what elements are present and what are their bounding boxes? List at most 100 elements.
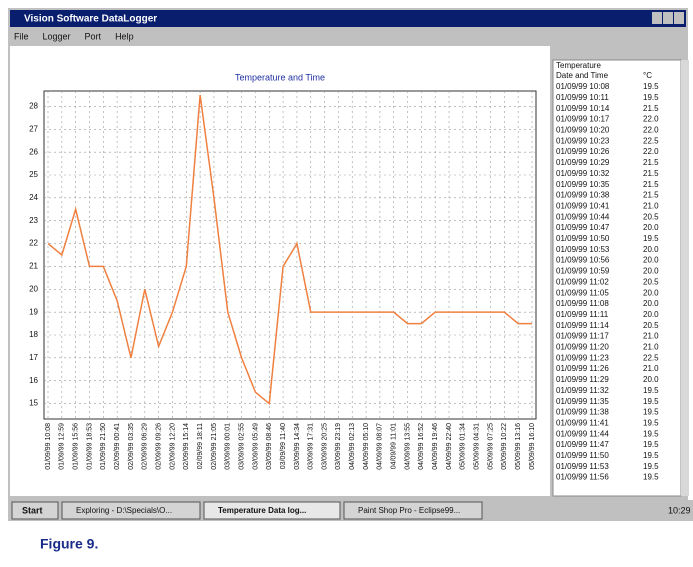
- y-tick-label: 27: [29, 124, 38, 133]
- row-temp: 20.0: [643, 310, 659, 319]
- row-temp: 19.5: [643, 82, 659, 91]
- x-tick-label: 01/09/99 12:59: [59, 423, 66, 470]
- row-time: 01/09/99 11:32: [556, 386, 609, 395]
- y-tick-label: 28: [29, 102, 38, 111]
- table-title: Temperature: [556, 61, 601, 70]
- menu-item[interactable]: Help: [115, 31, 134, 41]
- row-time: 01/09/99 11:20: [556, 343, 609, 352]
- y-tick-label: 21: [29, 262, 38, 271]
- x-tick-label: 04/09/99 02:13: [349, 423, 356, 470]
- row-time: 01/09/99 10:44: [556, 212, 610, 221]
- row-temp: 19.5: [643, 429, 659, 438]
- row-temp: 19.5: [643, 462, 659, 471]
- row-time: 01/09/99 11:56: [556, 473, 609, 482]
- x-tick-label: 04/09/99 19:46: [432, 423, 439, 470]
- start-label: Start: [22, 505, 43, 515]
- x-tick-label: 04/09/99 16:52: [418, 423, 425, 470]
- row-time: 01/09/99 11:35: [556, 397, 609, 406]
- row-time: 01/09/99 10:23: [556, 136, 610, 145]
- scrollbar[interactable]: [681, 60, 689, 496]
- menu-item[interactable]: Port: [85, 31, 102, 41]
- close-button[interactable]: [674, 12, 684, 24]
- x-tick-label: 03/09/99 00:01: [225, 423, 232, 470]
- x-tick-label: 02/09/99 18:11: [197, 423, 204, 469]
- row-temp: 19.5: [643, 397, 659, 406]
- x-tick-label: 05/09/99 16:10: [529, 423, 536, 470]
- row-time: 01/09/99 10:20: [556, 126, 610, 135]
- row-temp: 20.5: [643, 277, 659, 286]
- clock: 10:29: [668, 505, 691, 515]
- y-tick-label: 17: [29, 353, 38, 362]
- row-time: 01/09/99 11:47: [556, 440, 609, 449]
- x-tick-label: 02/09/99 03:35: [128, 423, 135, 470]
- x-tick-label: 01/09/99 15:56: [73, 423, 80, 470]
- y-tick-label: 15: [29, 399, 38, 408]
- row-temp: 19.5: [643, 408, 659, 417]
- row-time: 01/09/99 11:26: [556, 364, 609, 373]
- row-temp: 20.0: [643, 288, 659, 297]
- x-tick-label: 03/09/99 17:31: [308, 423, 315, 470]
- row-temp: 21.0: [643, 364, 659, 373]
- column-header: °C: [643, 71, 652, 80]
- x-tick-label: 01/09/99 21:50: [100, 423, 107, 470]
- x-tick-label: 04/09/99 13:55: [404, 423, 411, 470]
- menu-item[interactable]: Logger: [43, 31, 71, 41]
- row-time: 01/09/99 10:17: [556, 115, 610, 124]
- row-temp: 20.0: [643, 267, 659, 276]
- row-time: 01/09/99 11:14: [556, 321, 609, 330]
- row-time: 01/09/99 11:17: [556, 332, 609, 341]
- row-temp: 20.5: [643, 321, 659, 330]
- y-tick-label: 25: [29, 170, 38, 179]
- maximize-button[interactable]: [663, 12, 673, 24]
- figure-caption: Figure 9.: [40, 536, 98, 552]
- x-tick-label: 05/09/99 13:16: [515, 423, 522, 470]
- row-temp: 20.0: [643, 245, 659, 254]
- row-time: 01/09/99 10:50: [556, 234, 610, 243]
- row-temp: 19.5: [643, 386, 659, 395]
- y-tick-label: 26: [29, 147, 38, 156]
- x-tick-label: 05/09/99 01:34: [460, 423, 467, 470]
- x-tick-label: 02/09/99 15:14: [183, 423, 190, 470]
- window-title: Vision Software DataLogger: [24, 14, 157, 25]
- row-time: 01/09/99 11:29: [556, 375, 609, 384]
- minimize-button[interactable]: [652, 12, 662, 24]
- screen: Vision Software DataLogger File Logger Por…: [0, 0, 693, 567]
- row-time: 01/09/99 11:08: [556, 299, 609, 308]
- menu-item[interactable]: File: [14, 31, 29, 41]
- row-temp: 19.5: [643, 418, 659, 427]
- row-temp: 21.5: [643, 169, 659, 178]
- row-time: 01/09/99 11:02: [556, 277, 609, 286]
- row-time: 01/09/99 10:47: [556, 223, 610, 232]
- x-tick-label: 03/09/99 23:19: [335, 423, 342, 470]
- task-label: Temperature Data log...: [218, 506, 306, 515]
- task-label: Paint Shop Pro - Eclipse99...: [358, 506, 460, 515]
- row-temp: 20.0: [643, 375, 659, 384]
- x-tick-label: 05/09/99 10:22: [501, 423, 508, 470]
- x-tick-label: 01/09/99 18:53: [86, 423, 93, 470]
- row-time: 01/09/99 10:59: [556, 267, 610, 276]
- x-tick-label: 04/09/99 22:40: [446, 423, 453, 470]
- row-time: 01/09/99 10:08: [556, 82, 610, 91]
- x-tick-label: 03/09/99 02:55: [238, 423, 245, 470]
- row-time: 01/09/99 11:44: [556, 429, 609, 438]
- row-temp: 20.0: [643, 256, 659, 265]
- chart-title: Temperature and Time: [235, 72, 325, 82]
- x-tick-label: 03/09/99 14:34: [294, 423, 301, 470]
- x-tick-label: 02/09/99 12:20: [169, 423, 176, 470]
- row-time: 01/09/99 10:29: [556, 158, 610, 167]
- x-tick-label: 04/09/99 05:10: [363, 423, 370, 470]
- row-temp: 19.5: [643, 451, 659, 460]
- y-tick-label: 19: [29, 307, 38, 316]
- row-temp: 22.0: [643, 147, 659, 156]
- row-time: 01/09/99 11:05: [556, 288, 609, 297]
- row-temp: 19.5: [643, 93, 659, 102]
- row-time: 01/09/99 10:11: [556, 93, 609, 102]
- row-temp: 21.5: [643, 191, 659, 200]
- x-tick-label: 05/09/99 07:25: [487, 423, 494, 470]
- screenshot: Vision Software DataLogger File Logger Por…: [0, 0, 693, 567]
- column-header: Date and Time: [556, 71, 609, 80]
- row-time: 01/09/99 11:23: [556, 353, 609, 362]
- x-tick-label: 03/09/99 11:40: [280, 423, 287, 469]
- row-temp: 22.0: [643, 115, 659, 124]
- row-time: 01/09/99 11:50: [556, 451, 609, 460]
